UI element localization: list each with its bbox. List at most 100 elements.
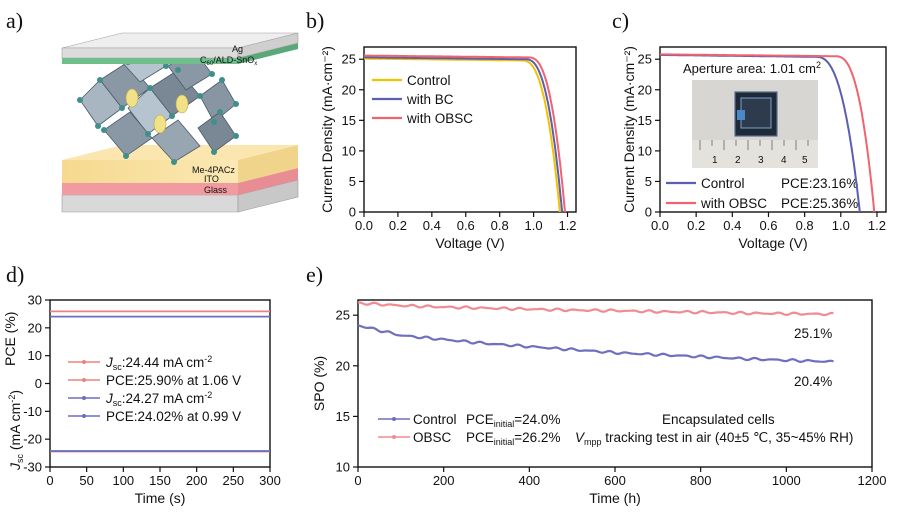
legend-marker-d-1 bbox=[82, 378, 86, 382]
chart-e-xtick-label: 400 bbox=[518, 473, 540, 488]
chart-d-xlabel: Time (s) bbox=[135, 490, 186, 506]
jv-curve-b-0 bbox=[364, 57, 561, 213]
chart-e-xtick-label: 200 bbox=[433, 473, 455, 488]
chart-d-xtick-label: 0 bbox=[46, 473, 53, 488]
chart-b-xtick-label: 0.0 bbox=[355, 218, 373, 233]
chart-e-ytick-label: 15 bbox=[336, 409, 350, 424]
chart-d: PCE (%) Jsc (mA cm-2) Jsc:24.44 mA cm-2 … bbox=[2, 312, 241, 471]
legend-label-bc: with BC bbox=[406, 92, 454, 107]
chart-c-xtick-label: 0.2 bbox=[687, 218, 705, 233]
chart-d-ytick-label: 20 bbox=[28, 320, 42, 335]
chart-c-xtick-label: 0.8 bbox=[796, 218, 814, 233]
chart-c-xtick-label: 1.2 bbox=[868, 218, 886, 233]
legend-marker-e-0 bbox=[392, 417, 396, 421]
chart-d-ytick-label: 30 bbox=[28, 293, 42, 308]
pce-label-obsc-c: PCE:25.36% bbox=[781, 196, 858, 211]
chart-d-xtick-label: 300 bbox=[259, 473, 281, 488]
chart-b-ytick-label: 10 bbox=[342, 143, 356, 158]
chart-d-ytick-label: 0 bbox=[35, 376, 42, 391]
chart-b-ylabel: Current Density (mA·cm⁻²) bbox=[319, 46, 335, 213]
chart-b-ytick-label: 0 bbox=[349, 205, 356, 220]
legend-label-obsc: with OBSC bbox=[406, 111, 473, 126]
e-end-label-control: 20.4% bbox=[794, 374, 832, 389]
chart-d-ytick-label: -20 bbox=[23, 432, 42, 447]
chart-c: 1 2 3 4 5 Aperture area: 1.01 cm2 Contro… bbox=[666, 60, 858, 211]
chart-b-xtick-label: 0.8 bbox=[491, 218, 509, 233]
chart-d-xtick-label: 200 bbox=[186, 473, 208, 488]
panel-label-d: d) bbox=[6, 262, 24, 287]
chart-e-xtick-label: 0 bbox=[354, 473, 361, 488]
chart-e-xtick-label: 600 bbox=[604, 473, 626, 488]
chart-e-xtick-label: 800 bbox=[690, 473, 712, 488]
layer-label-etl: C60/ALD-SnOx bbox=[200, 55, 257, 67]
chart-c-frame bbox=[659, 46, 887, 213]
pce-label-control-c: PCE:23.16% bbox=[781, 176, 858, 191]
panel-label-b: b) bbox=[306, 8, 324, 33]
chart-c-xtick-label: 1.0 bbox=[832, 218, 850, 233]
photo-inset: 1 2 3 4 5 bbox=[692, 80, 818, 168]
chart-c-ytick-label: 25 bbox=[638, 52, 652, 67]
legend-pce-obsc-e: PCEinitial=26.2% bbox=[466, 430, 560, 447]
chart-e-xlabel: Time (h) bbox=[589, 490, 641, 506]
ruler-mark-4: 4 bbox=[781, 155, 787, 166]
chart-b-xtick-label: 0.4 bbox=[423, 218, 441, 233]
chart-b-xlabel: Voltage (V) bbox=[435, 235, 504, 251]
device-schematic: Ag C60/ALD-SnOx Me-4PACz ITO Glass bbox=[61, 32, 299, 213]
chart-e-legend: Control PCEinitial=24.0% OBSC PCEinitial… bbox=[378, 412, 560, 447]
chart-b-xtick-label: 1.0 bbox=[525, 218, 543, 233]
e-note-line1: Encapsulated cells bbox=[662, 412, 775, 427]
chart-d-xtick-label: 50 bbox=[79, 473, 93, 488]
ruler-mark-3: 3 bbox=[758, 155, 764, 166]
chart-b-xtick-label: 1.2 bbox=[558, 218, 576, 233]
chart-e-axes: 0 200 400 600 800 1000 1200 10 15 20 25 Time (h) SPO… bbox=[311, 299, 886, 506]
chart-b-xtick-label: 0.6 bbox=[457, 218, 475, 233]
chart-c-ytick-label: 0 bbox=[645, 205, 652, 220]
jv-curve-c-1 bbox=[660, 53, 876, 213]
chart-e-ytick-label: 10 bbox=[336, 460, 350, 475]
chart-e-ylabel: SPO (%) bbox=[311, 356, 327, 411]
legend-marker-d-3 bbox=[82, 414, 86, 418]
chart-c-ytick-label: 5 bbox=[645, 174, 652, 189]
e-note-line2: Vmpp tracking test in air (40±5 ℃, 35~45… bbox=[575, 430, 853, 447]
legend-marker-e-1 bbox=[392, 435, 396, 439]
legend-marker-d-2 bbox=[82, 396, 86, 400]
chart-c-ytick-label: 20 bbox=[638, 82, 652, 97]
chart-c-ytick-label: 15 bbox=[638, 113, 652, 128]
spo-curve-e-0 bbox=[357, 324, 834, 364]
layer-label-glass: Glass bbox=[204, 185, 228, 195]
ruler-mark-1: 1 bbox=[712, 155, 718, 166]
layer-label-sam: Me-4PACz bbox=[192, 165, 235, 175]
chart-d-axes: 0 50 100 150 200 250 300 -30 -20 -10 0 10 20 30 Time (… bbox=[23, 293, 281, 507]
chart-e-xtick-label: 1000 bbox=[772, 473, 801, 488]
chart-d-xtick-label: 150 bbox=[149, 473, 171, 488]
jv-curve-b-1 bbox=[364, 56, 564, 213]
layer-label-ito: ITO bbox=[204, 174, 219, 184]
chart-b-ytick-label: 25 bbox=[342, 52, 356, 67]
ruler-mark-2: 2 bbox=[735, 155, 741, 166]
panel-label-e: e) bbox=[306, 262, 323, 287]
chart-c-ytick-label: 10 bbox=[638, 143, 652, 158]
legend-label-jsc1: Jsc:24.44 mA cm-2 bbox=[105, 354, 212, 372]
layer-label-ag: Ag bbox=[232, 44, 243, 54]
chart-b-frame bbox=[363, 46, 577, 213]
chart-b-ytick-label: 5 bbox=[349, 174, 356, 189]
chart-d-ytick-label: -10 bbox=[23, 404, 42, 419]
legend-marker-d-0 bbox=[82, 360, 86, 364]
chart-e-ytick-label: 25 bbox=[336, 308, 350, 323]
panel-label-c: c) bbox=[612, 8, 629, 33]
chart-c-ylabel: Current Density (mA·cm⁻²) bbox=[621, 46, 637, 213]
legend-label-pce2: PCE:24.02% at 0.99 V bbox=[106, 409, 241, 424]
legend-label-pce1: PCE:25.90% at 1.06 V bbox=[106, 373, 241, 388]
chart-d-ytick-label: 10 bbox=[28, 348, 42, 363]
legend-label-control: Control bbox=[407, 73, 451, 88]
d-ylabel-jsc: Jsc (mA cm-2) bbox=[7, 390, 25, 471]
chart-d-xtick-label: 100 bbox=[112, 473, 134, 488]
jv-curve-b-2 bbox=[364, 54, 566, 213]
chart-d-ytick-label: -30 bbox=[23, 460, 42, 475]
chart-c-xtick-label: 0.4 bbox=[723, 218, 741, 233]
chart-d-legend: Jsc:24.44 mA cm-2 PCE:25.90% at 1.06 V J… bbox=[68, 354, 241, 424]
e-end-label-obsc: 25.1% bbox=[794, 326, 832, 341]
chart-b: Control with BC with OBSC bbox=[372, 73, 473, 126]
